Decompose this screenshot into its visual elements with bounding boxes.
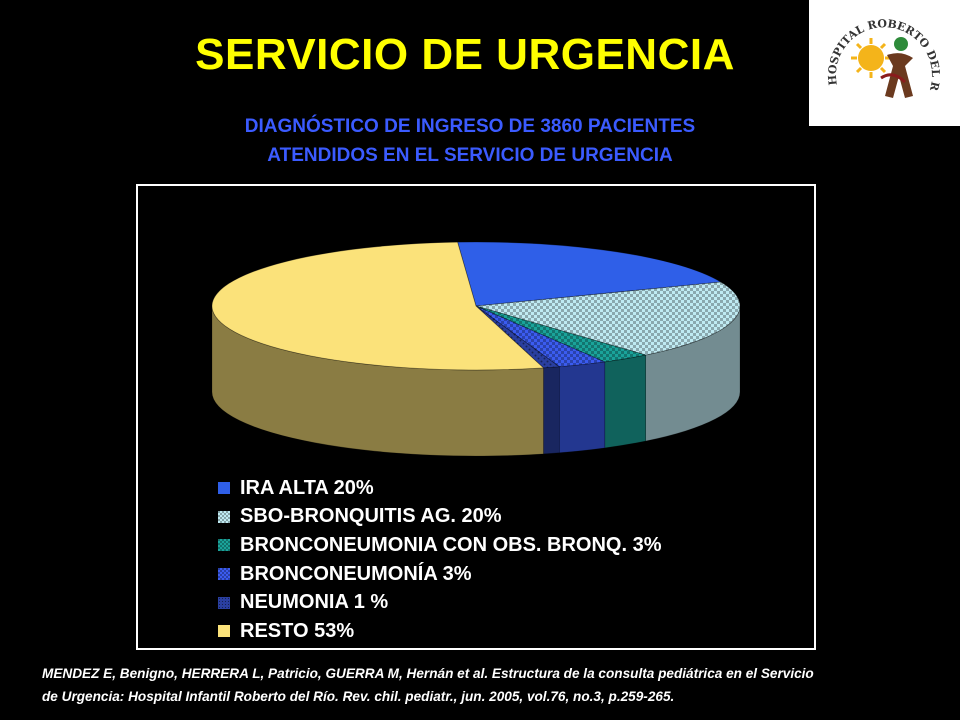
legend-swatch — [218, 596, 230, 609]
slide-subtitle: DIAGNÓSTICO DE INGRESO DE 3860 PACIENTES… — [0, 112, 940, 170]
legend-label: RESTO 53% — [240, 619, 355, 642]
pie-side-3 — [604, 354, 646, 449]
pie-side-4 — [559, 361, 606, 454]
chart-legend: IRA ALTA 20% SBO-BRONQUITIS AG. 20% BRONCO… — [218, 474, 662, 646]
legend-item: BRONCONEUMONIA CON OBS. BRONQ. 3% — [218, 531, 662, 560]
legend-swatch — [218, 539, 230, 552]
legend-item: NEUMONIA 1 % — [218, 588, 662, 617]
legend-swatch — [218, 625, 230, 638]
pie-slice-2 — [475, 281, 741, 356]
pie-side-5 — [543, 366, 560, 455]
pie-slice-1 — [457, 241, 723, 307]
legend-swatch — [218, 568, 230, 581]
legend-item: IRA ALTA 20% — [218, 474, 662, 503]
legend-item: RESTO 53% — [218, 617, 662, 646]
pie-chart-panel: IRA ALTA 20% SBO-BRONQUITIS AG. 20% BRONCO… — [136, 184, 816, 650]
legend-item: BRONCONEUMONÍA 3% — [218, 560, 662, 589]
legend-label: SBO-BRONQUITIS AG. 20% — [240, 505, 502, 528]
pie-slice-6 — [211, 241, 545, 371]
child-figure-icon — [880, 37, 913, 98]
legend-label: IRA ALTA 20% — [240, 476, 374, 499]
hospital-logo: HOSPITAL ROBERTO DEL RIO — [804, 0, 960, 126]
legend-swatch — [218, 482, 230, 495]
hospital-logo-graphic: HOSPITAL ROBERTO DEL RIO — [804, 0, 942, 98]
sun-icon — [851, 38, 891, 78]
citation-line-2: de Urgencia: Hospital Infantil Roberto d… — [42, 689, 675, 704]
reference-citation: MENDEZ E, Benigno, HERRERA L, Patricio, … — [42, 662, 942, 708]
legend-label: BRONCONEUMONIA CON OBS. BRONQ. 3% — [240, 533, 662, 556]
slide-title: SERVICIO DE URGENCIA — [195, 30, 735, 79]
pie-slice-3 — [475, 305, 646, 363]
subtitle-line-1: DIAGNÓSTICO DE INGRESO DE 3860 PACIENTES — [244, 116, 696, 137]
legend-swatch — [218, 510, 230, 523]
subtitle-line-2: ATENDIDOS EN EL SERVICIO DE URGENCIA — [267, 145, 673, 166]
legend-label: NEUMONIA 1 % — [240, 591, 389, 614]
pie-slice-4 — [475, 305, 607, 368]
citation-line-1: MENDEZ E, Benigno, HERRERA L, Patricio, … — [42, 666, 814, 681]
legend-item: SBO-BRONQUITIS AG. 20% — [218, 503, 662, 532]
pie-side-walls — [211, 305, 741, 457]
pie-side-6 — [211, 305, 544, 457]
pie-chart — [211, 241, 741, 457]
pie-slice-5 — [475, 305, 561, 369]
legend-label: BRONCONEUMONÍA 3% — [240, 562, 472, 585]
